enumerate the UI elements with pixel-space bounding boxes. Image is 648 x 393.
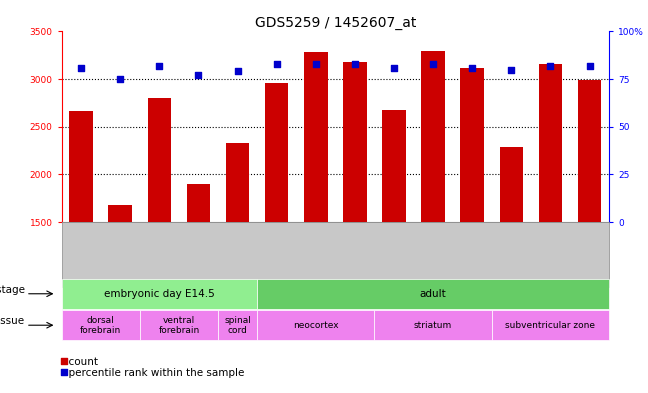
Bar <box>226 143 249 222</box>
Text: subventricular zone: subventricular zone <box>505 321 596 330</box>
Bar <box>382 110 406 222</box>
Bar <box>108 205 132 222</box>
Text: adult: adult <box>420 289 446 299</box>
Point <box>59 369 69 375</box>
Bar <box>69 110 93 222</box>
Bar <box>461 68 484 222</box>
Title: GDS5259 / 1452607_at: GDS5259 / 1452607_at <box>255 17 416 30</box>
Point <box>115 76 126 82</box>
Point <box>545 62 555 69</box>
Point <box>154 62 165 69</box>
Point <box>467 64 478 71</box>
Text: embryonic day E14.5: embryonic day E14.5 <box>104 289 214 299</box>
Text: tissue: tissue <box>0 316 25 326</box>
Point <box>428 61 438 67</box>
Bar <box>343 62 367 222</box>
Point <box>584 62 595 69</box>
Bar <box>148 98 171 222</box>
Bar <box>265 83 288 222</box>
Point <box>350 61 360 67</box>
Bar <box>187 184 210 222</box>
Point <box>59 358 69 364</box>
Point <box>76 64 86 71</box>
Point <box>233 68 243 75</box>
Point <box>310 61 321 67</box>
Text: neocortex: neocortex <box>293 321 339 330</box>
Text: percentile rank within the sample: percentile rank within the sample <box>62 368 244 378</box>
Text: count: count <box>62 357 98 367</box>
Text: ventral
forebrain: ventral forebrain <box>158 316 200 335</box>
Text: striatum: striatum <box>414 321 452 330</box>
Point <box>389 64 399 71</box>
Bar <box>421 51 445 222</box>
Point <box>272 61 282 67</box>
Point <box>193 72 203 79</box>
Text: spinal
cord: spinal cord <box>224 316 251 335</box>
Bar <box>578 80 601 222</box>
Point <box>506 66 516 73</box>
Bar <box>538 64 562 222</box>
Text: development stage: development stage <box>0 285 25 295</box>
Bar <box>304 52 327 222</box>
Text: dorsal
forebrain: dorsal forebrain <box>80 316 121 335</box>
Bar <box>500 147 523 222</box>
